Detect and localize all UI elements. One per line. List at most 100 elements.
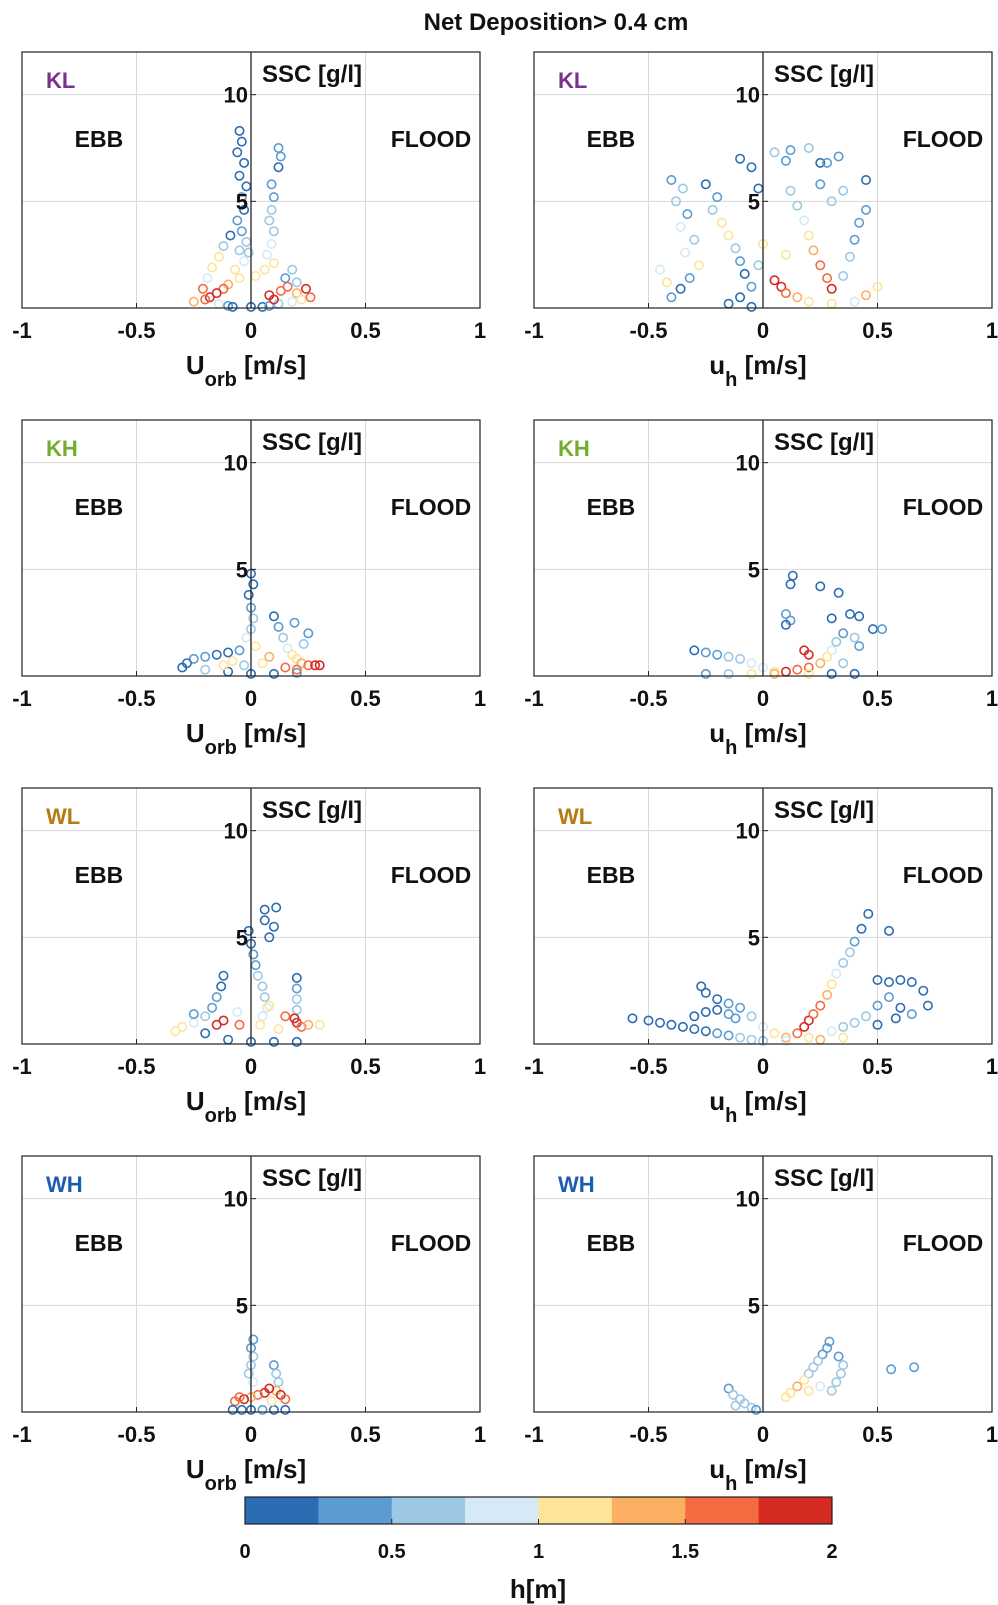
data-point xyxy=(291,277,302,288)
data-point xyxy=(236,136,247,147)
scatter-series xyxy=(654,143,883,312)
data-point xyxy=(730,243,741,254)
data-point xyxy=(895,1002,906,1013)
colorbar-swatch xyxy=(391,1497,466,1524)
data-point xyxy=(271,902,282,913)
data-point xyxy=(856,923,867,934)
data-point xyxy=(826,645,837,656)
x-tick-label: 0 xyxy=(757,686,769,711)
data-point xyxy=(280,1404,291,1415)
colorbar-tick-label: 1 xyxy=(533,1541,544,1563)
panel-wl-uorb: -1 -0.5 0 0.5 1 5 10 WL SSC [g/l] EBB FLOOD Uorb [m… xyxy=(12,787,486,1127)
data-point xyxy=(259,992,270,1003)
data-point xyxy=(895,974,906,985)
panel-wl-uh: -1 -0.5 0 0.5 1 5 10 WL SSC [g/l] EBB FLOOD uh [m/s… xyxy=(524,787,998,1127)
data-point xyxy=(239,256,250,267)
data-point xyxy=(815,260,826,271)
data-point xyxy=(643,1015,654,1026)
colorbar-swatch xyxy=(538,1497,613,1524)
data-point xyxy=(314,660,325,671)
data-point xyxy=(266,204,277,215)
data-point xyxy=(259,264,270,275)
y-axis-label: SSC [g/l] xyxy=(774,61,874,88)
data-point xyxy=(735,292,746,303)
data-point xyxy=(268,921,279,932)
data-point xyxy=(838,1032,849,1043)
x-tick-label: 1 xyxy=(474,318,486,343)
data-point xyxy=(232,1006,243,1017)
data-point xyxy=(666,1019,677,1030)
data-point xyxy=(280,1011,291,1022)
site-label: WH xyxy=(46,1172,83,1197)
data-point xyxy=(280,1394,291,1405)
site-label: KL xyxy=(558,68,587,93)
x-tick-label: 1 xyxy=(986,1054,998,1079)
colorbar-swatch xyxy=(318,1497,393,1524)
data-point xyxy=(849,234,860,245)
data-point xyxy=(234,170,245,181)
data-point xyxy=(815,1000,826,1011)
data-point xyxy=(712,1028,723,1039)
data-point xyxy=(204,292,215,303)
data-point xyxy=(822,651,833,662)
data-point xyxy=(234,245,245,256)
data-point xyxy=(700,179,711,190)
data-point xyxy=(675,283,686,294)
data-point xyxy=(291,288,302,299)
colorbar-label: h[m] xyxy=(510,1574,566,1604)
ebb-label: EBB xyxy=(587,862,636,888)
data-point xyxy=(833,587,844,598)
scatter-series xyxy=(689,570,888,679)
data-point xyxy=(177,1021,188,1032)
panel-wh-uorb: -1 -0.5 0 0.5 1 5 10 WH SSC [g/l] EBB FLOOD Uorb [m… xyxy=(12,1155,486,1495)
x-tick-label: 0.5 xyxy=(350,1054,381,1079)
data-point xyxy=(223,647,234,658)
data-point xyxy=(232,147,243,158)
data-point xyxy=(769,1028,780,1039)
x-axis-label: uh [m/s] xyxy=(709,350,806,391)
data-point xyxy=(223,300,234,311)
data-point xyxy=(236,1404,247,1415)
data-point xyxy=(218,283,229,294)
data-point xyxy=(264,300,275,311)
data-point xyxy=(232,215,243,226)
data-point xyxy=(188,1009,199,1020)
data-point xyxy=(177,662,188,673)
data-point xyxy=(280,662,291,673)
data-point xyxy=(838,1021,849,1032)
x-tick-label: -1 xyxy=(524,686,544,711)
data-point xyxy=(838,628,849,639)
y-tick-label: 5 xyxy=(236,189,248,214)
data-point xyxy=(723,651,734,662)
data-point xyxy=(854,217,865,228)
colorbar-swatch xyxy=(465,1497,539,1524)
site-label: WH xyxy=(558,1172,595,1197)
data-point xyxy=(680,247,691,258)
data-point xyxy=(723,998,734,1009)
y-tick-label: 10 xyxy=(736,1187,760,1212)
y-tick-label: 5 xyxy=(748,1293,760,1318)
data-point xyxy=(769,668,780,679)
x-tick-label: 0.5 xyxy=(862,318,893,343)
data-point xyxy=(854,641,865,652)
y-tick-label: 10 xyxy=(736,819,760,844)
colorbar-tick-label: 0 xyxy=(239,1541,250,1563)
data-point xyxy=(844,251,855,262)
y-tick-label: 5 xyxy=(748,557,760,582)
data-point xyxy=(200,651,211,662)
data-point xyxy=(906,977,917,988)
data-point xyxy=(188,296,199,307)
data-point xyxy=(746,281,757,292)
x-axis-label: Uorb [m/s] xyxy=(186,1454,306,1495)
data-point xyxy=(689,1011,700,1022)
y-tick-label: 10 xyxy=(224,83,248,108)
y-tick-label: 10 xyxy=(736,83,760,108)
data-point xyxy=(735,256,746,267)
data-point xyxy=(268,226,279,237)
data-point xyxy=(746,658,757,669)
data-point xyxy=(831,968,842,979)
x-tick-label: -1 xyxy=(524,1422,544,1447)
data-point xyxy=(689,234,700,245)
data-point xyxy=(803,1015,814,1026)
data-point xyxy=(822,157,833,168)
